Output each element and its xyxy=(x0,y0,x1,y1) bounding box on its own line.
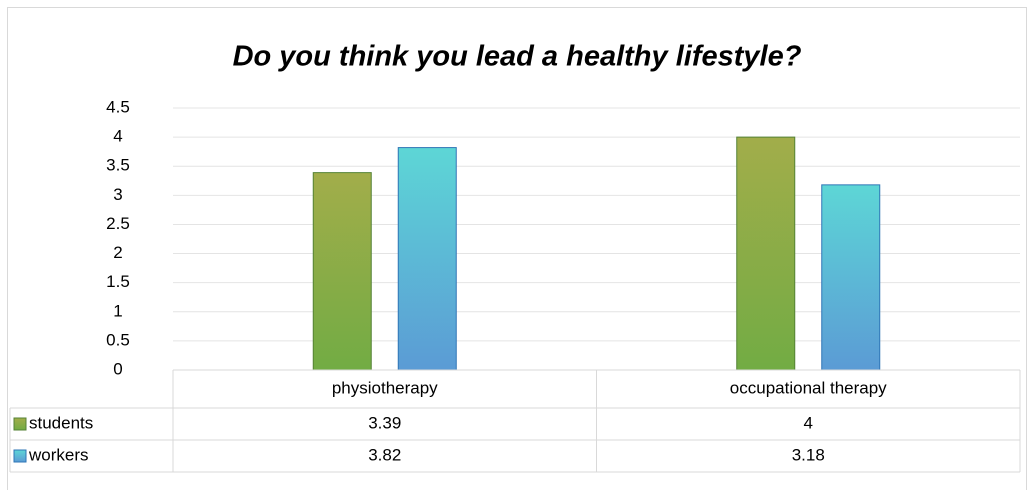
legend-key xyxy=(13,417,27,431)
legend-label: students xyxy=(29,413,93,432)
y-tick-label: 4.5 xyxy=(106,97,130,116)
x-tick-label: physiotherapy xyxy=(332,378,438,397)
legend-label: workers xyxy=(28,445,89,464)
table-value: 3.39 xyxy=(368,413,401,432)
y-tick-label: 4 xyxy=(113,127,122,146)
chart-title: Do you think you lead a healthy lifestyl… xyxy=(233,41,802,73)
y-tick-label: 1.5 xyxy=(106,272,130,291)
y-tick-label: 2.5 xyxy=(106,214,130,233)
bar xyxy=(312,172,372,371)
y-tick-label: 0 xyxy=(113,359,122,378)
y-tick-label: 2 xyxy=(113,243,122,262)
legend-key xyxy=(13,449,27,463)
y-tick-label: 3 xyxy=(113,185,122,204)
table-value: 3.82 xyxy=(368,445,401,464)
bar xyxy=(821,184,881,371)
table-value: 4 xyxy=(804,413,813,432)
y-tick-label: 0.5 xyxy=(106,330,130,349)
y-tick-label: 1 xyxy=(113,301,122,320)
y-tick-label: 3.5 xyxy=(106,156,130,175)
bar xyxy=(736,136,796,371)
bar xyxy=(397,147,457,371)
x-tick-label: occupational therapy xyxy=(730,378,887,397)
table-value: 3.18 xyxy=(792,445,825,464)
